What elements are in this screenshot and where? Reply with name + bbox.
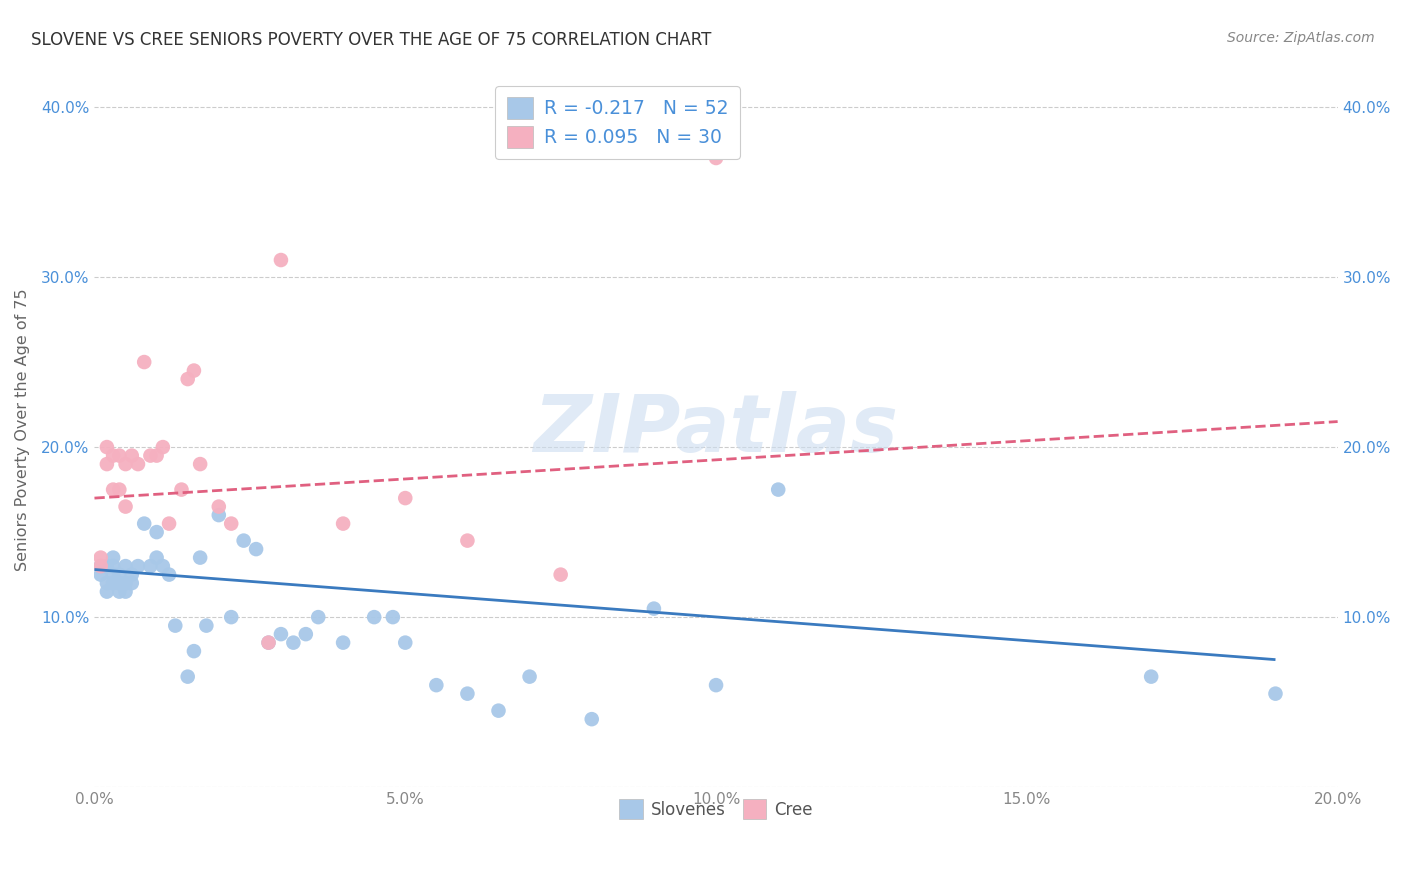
Point [127,559,149,574]
Point [134,355,156,369]
Point [188,457,211,471]
Point [139,559,162,574]
Text: Source: ZipAtlas.com: Source: ZipAtlas.com [1227,31,1375,45]
Point [114,576,136,591]
Point [96,440,118,454]
Point [170,483,193,497]
Point [581,712,603,726]
Point [90,559,112,574]
Y-axis label: Seniors Poverty Over the Age of 75: Seniors Poverty Over the Age of 75 [15,289,30,572]
Point [101,550,124,565]
Point [183,644,205,658]
Point [139,449,162,463]
Point [121,567,143,582]
Point [101,483,124,497]
Point [101,567,124,582]
Point [456,533,478,548]
Point [114,457,136,471]
Point [704,678,727,692]
Point [394,635,416,649]
Point [90,550,112,565]
Point [257,635,280,649]
Point [488,704,510,718]
Point [108,584,131,599]
Point [101,449,124,463]
Point [108,567,131,582]
Point [188,550,211,565]
Point [90,567,112,582]
Text: ZIPatlas: ZIPatlas [533,391,898,469]
Point [145,525,167,540]
Point [456,687,478,701]
Point [152,559,174,574]
Point [127,457,149,471]
Point [177,670,200,684]
Point [394,491,416,505]
Point [108,483,131,497]
Point [145,449,167,463]
Point [519,670,541,684]
Point [96,584,118,599]
Point [177,372,200,386]
Point [704,151,727,165]
Point [219,516,242,531]
Point [101,576,124,591]
Text: SLOVENE VS CREE SENIORS POVERTY OVER THE AGE OF 75 CORRELATION CHART: SLOVENE VS CREE SENIORS POVERTY OVER THE… [31,31,711,49]
Point [232,533,254,548]
Point [270,253,292,268]
Point [208,508,231,522]
Point [332,516,354,531]
Point [165,618,187,632]
Point [550,567,572,582]
Point [283,635,305,649]
Point [101,559,124,574]
Point [157,516,180,531]
Point [332,635,354,649]
Point [219,610,242,624]
Point [425,678,447,692]
Point [195,618,218,632]
Point [96,559,118,574]
Point [152,440,174,454]
Point [1264,687,1286,701]
Point [183,363,205,377]
Legend: Slovenes, Cree: Slovenes, Cree [613,793,820,825]
Point [307,610,329,624]
Point [363,610,385,624]
Point [257,635,280,649]
Point [766,483,789,497]
Point [108,576,131,591]
Point [208,500,231,514]
Point [90,559,112,574]
Point [295,627,318,641]
Point [114,500,136,514]
Point [114,584,136,599]
Point [1140,670,1163,684]
Point [157,567,180,582]
Point [96,576,118,591]
Point [121,449,143,463]
Point [270,627,292,641]
Point [643,601,665,615]
Point [114,559,136,574]
Point [121,576,143,591]
Point [134,516,156,531]
Point [145,550,167,565]
Point [108,449,131,463]
Point [381,610,404,624]
Point [96,457,118,471]
Point [245,542,267,557]
